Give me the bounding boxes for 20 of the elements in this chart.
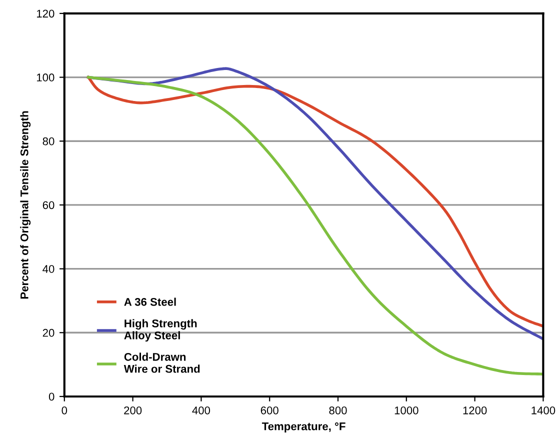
y-tick-label: 20 bbox=[42, 328, 54, 337]
legend-label: Cold-Drawn Wire or Strand bbox=[124, 352, 200, 373]
x-axis-title: Temperature, °F bbox=[262, 422, 346, 432]
x-tick-label: 600 bbox=[260, 406, 278, 414]
y-tick-label: 100 bbox=[36, 74, 54, 82]
x-tick-label: 1200 bbox=[463, 406, 487, 414]
x-tick-label: 400 bbox=[192, 406, 210, 414]
x-tick-label: 1000 bbox=[394, 406, 418, 414]
y-tick-label: 40 bbox=[42, 265, 54, 273]
y-tick-label: 120 bbox=[36, 10, 54, 18]
x-tick-label: 200 bbox=[124, 406, 142, 414]
legend-label: A 36 Steel bbox=[124, 298, 176, 306]
x-tick-label: 800 bbox=[329, 406, 347, 414]
x-tick-label: 0 bbox=[62, 406, 68, 414]
y-axis-title: Percent of Original Tensile Strength bbox=[20, 111, 31, 299]
y-tick-label: 60 bbox=[42, 201, 54, 210]
x-tick-label: 1400 bbox=[532, 406, 556, 414]
y-tick-label: 80 bbox=[42, 137, 54, 146]
y-tick-label: 0 bbox=[48, 392, 54, 401]
legend-label: High Strength Alloy Steel bbox=[124, 319, 197, 342]
